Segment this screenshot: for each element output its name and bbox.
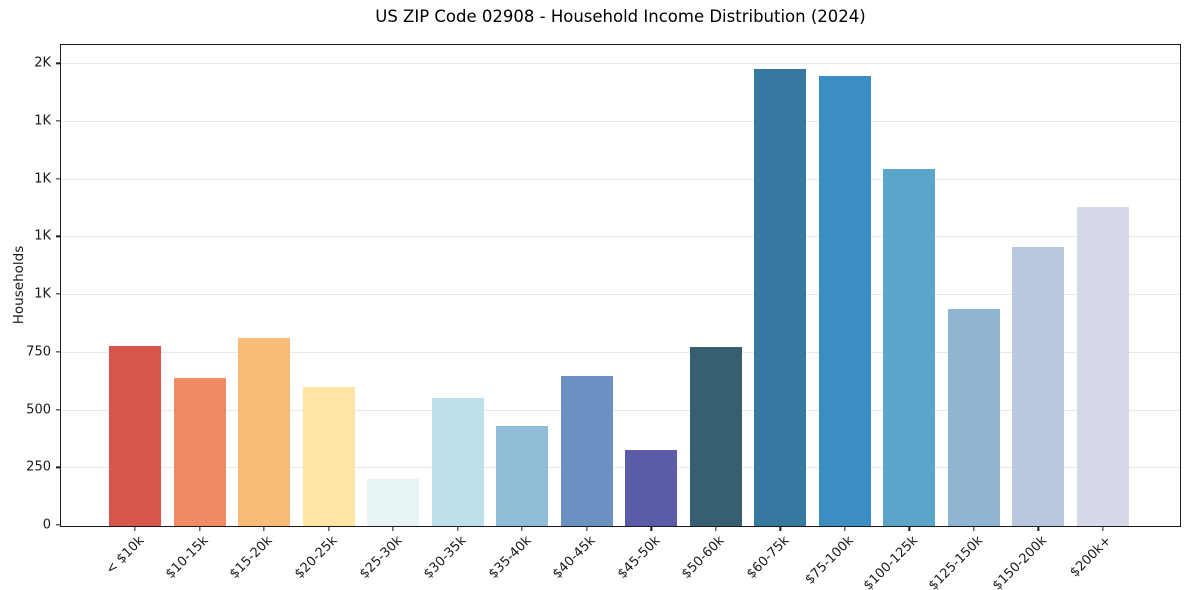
y-tick-label: 1K — [34, 113, 51, 129]
x-tick-mark — [1037, 526, 1040, 531]
x-tick-label-text: $45-50k — [614, 533, 664, 582]
bar-$45-50k — [625, 449, 678, 526]
bar-< $10k — [109, 345, 161, 526]
y-tick-label: 750 — [26, 344, 51, 360]
x-tick-mark — [198, 526, 201, 531]
bar-$200k+ — [1076, 207, 1129, 526]
bar-$40-45k — [560, 375, 613, 526]
bar-$100-125k — [883, 169, 936, 526]
x-tick-label-text: $100-125k — [861, 533, 922, 590]
y-tick-label: 250 — [26, 459, 51, 475]
gridline — [61, 236, 1180, 238]
y-tick-mark — [56, 178, 61, 180]
x-tick-label-text: $75-100k — [802, 533, 857, 588]
gridline — [61, 63, 1180, 65]
bar-$75-100k — [818, 75, 871, 526]
y-tick-mark — [56, 351, 61, 353]
x-tick-mark — [134, 526, 136, 531]
bar-$20-25k — [302, 387, 355, 526]
x-tick-mark — [456, 526, 459, 531]
y-axis-label: Households — [11, 245, 27, 325]
x-tick-label-text: $40-45k — [550, 533, 599, 582]
bar-$50-60k — [689, 347, 742, 526]
x-tick-label-text: $20-25k — [291, 533, 341, 582]
x-tick-label-text: $60-75k — [743, 533, 793, 582]
y-tick-label: 0 — [42, 517, 51, 533]
y-tick-label: 2K — [34, 55, 51, 71]
x-tick-mark — [521, 526, 523, 531]
y-tick-label: 1K — [34, 228, 51, 244]
x-tick-mark — [263, 526, 265, 531]
y-tick-mark — [56, 62, 61, 64]
x-tick-mark — [715, 526, 717, 531]
x-tick-label-text: $30-35k — [421, 533, 470, 582]
x-tick-mark — [586, 526, 588, 531]
y-tick-label: 1K — [34, 286, 51, 302]
chart-title: US ZIP Code 02908 - Household Income Dis… — [375, 7, 866, 26]
gridline — [61, 120, 1180, 122]
y-tick-label: 1K — [34, 171, 51, 187]
y-tick-mark — [56, 466, 61, 468]
y-tick-mark — [56, 293, 61, 295]
x-tick-mark — [973, 526, 975, 531]
x-tick-mark — [392, 526, 394, 531]
x-tick-mark — [779, 526, 781, 531]
bar-$10-15k — [173, 378, 226, 526]
x-tick-mark — [844, 526, 846, 531]
x-tick-mark — [327, 526, 330, 531]
x-tick-label-text: $125-150k — [925, 533, 986, 590]
gridline — [61, 178, 1180, 180]
x-tick-label-text: $50-60k — [679, 533, 728, 582]
y-tick-mark — [56, 235, 61, 238]
plot-area: 0 250 500 750 1K 1K 1K 1K 2K < $10k $10-15k $15-20k… — [26, 44, 1181, 590]
y-tick-mark — [56, 120, 61, 122]
y-tick-mark — [56, 408, 61, 411]
bar-$125-150k — [947, 308, 1000, 526]
x-tick-mark — [650, 526, 652, 531]
bar-$60-75k — [754, 68, 807, 526]
x-tick-mark — [1102, 526, 1104, 531]
y-tick-label: 500 — [26, 402, 51, 418]
x-tick-label-text: $150-200k — [990, 533, 1051, 590]
y-tick-mark — [56, 524, 61, 526]
x-tick-label-text: $35-40k — [485, 533, 535, 582]
bar-$150-200k — [1012, 246, 1065, 526]
x-tick-label-text: $10-15k — [162, 533, 212, 582]
bar-$35-40k — [496, 425, 549, 526]
x-tick-label-text: $25-30k — [356, 533, 406, 582]
bar-$25-30k — [367, 478, 420, 526]
x-tick-label-text: $200k+ — [1067, 533, 1115, 581]
x-tick-mark — [908, 526, 911, 531]
bar-$30-35k — [431, 397, 484, 526]
bar-$15-20k — [238, 337, 291, 526]
x-tick-label-text: < $10k — [102, 533, 147, 578]
x-tick-label-text: $15-20k — [227, 533, 276, 582]
